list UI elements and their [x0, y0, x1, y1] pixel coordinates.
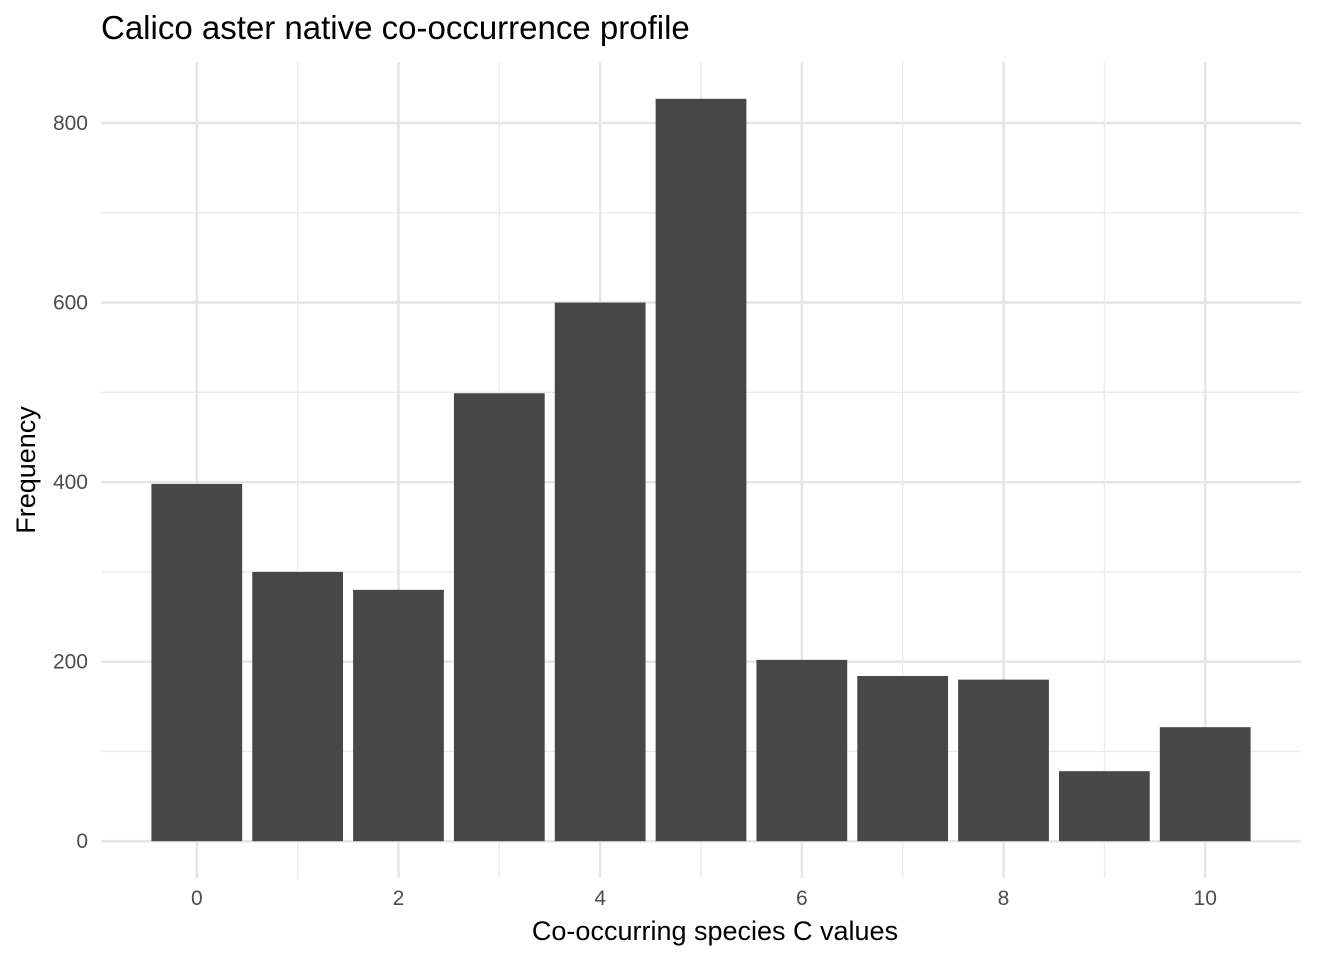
x-tick-label: 6	[796, 887, 808, 910]
histogram-bar	[756, 659, 848, 842]
y-axis-title: Frequency	[11, 406, 41, 534]
bar-layer	[151, 98, 1251, 842]
tick-label-layer: 0 200 400 600 800 0 2 4 6 8 10	[53, 112, 1217, 910]
x-tick-label: 10	[1194, 887, 1217, 910]
x-tick-label: 8	[998, 887, 1010, 910]
y-tick-label: 0	[76, 830, 88, 853]
histogram-bar	[1058, 771, 1150, 842]
x-tick-label: 2	[393, 887, 405, 910]
chart-title: Calico aster native co-occurrence profil…	[101, 9, 690, 46]
histogram-bar	[857, 676, 949, 842]
histogram-bar	[453, 393, 545, 842]
y-tick-label: 200	[53, 651, 88, 674]
x-tick-label: 0	[191, 887, 203, 910]
y-tick-label: 400	[53, 471, 88, 494]
histogram-bar	[252, 571, 344, 842]
histogram-bar	[1159, 727, 1251, 842]
x-axis-title: Co-occurring species C values	[532, 916, 898, 946]
histogram-bar	[151, 483, 243, 842]
y-tick-label: 800	[53, 112, 88, 135]
histogram-bar	[554, 302, 646, 842]
histogram-bar	[353, 589, 444, 842]
histogram-bar	[655, 98, 747, 842]
y-tick-label: 600	[53, 292, 88, 315]
x-tick-label: 4	[594, 887, 606, 910]
histogram-bar	[958, 679, 1049, 842]
